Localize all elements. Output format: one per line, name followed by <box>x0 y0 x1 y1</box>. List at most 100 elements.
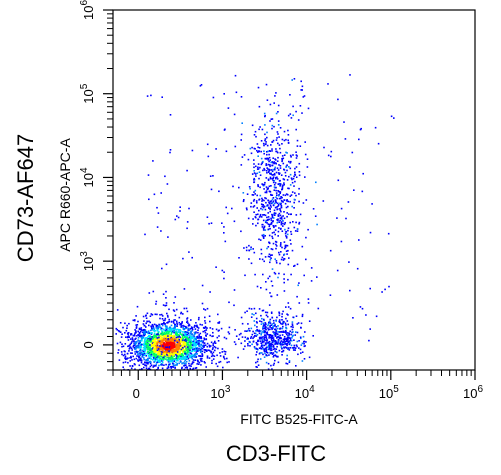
event-dot <box>140 351 143 354</box>
event-dot <box>279 243 282 246</box>
event-dot <box>301 342 304 345</box>
event-dot <box>282 341 285 343</box>
event-dot <box>285 138 287 141</box>
event-dot <box>157 328 159 331</box>
event-dot <box>265 170 268 172</box>
event-dot <box>252 206 255 208</box>
event-dot <box>198 344 200 347</box>
event-dot <box>279 209 282 212</box>
event-dot <box>127 357 129 359</box>
event-dot <box>192 368 194 371</box>
event-dot <box>258 198 261 201</box>
event-dot <box>192 342 194 345</box>
event-dot <box>257 166 259 169</box>
event-dot <box>191 356 193 358</box>
event-dot <box>240 332 242 335</box>
event-dot <box>161 267 163 270</box>
event-dot <box>284 331 286 333</box>
event-dot <box>133 334 136 337</box>
event-dot <box>152 346 155 348</box>
event-dot <box>261 309 264 312</box>
event-dot <box>249 187 251 190</box>
event-dot <box>285 237 288 239</box>
event-dot <box>253 198 256 201</box>
event-dot <box>265 164 267 167</box>
event-dot <box>276 316 278 319</box>
event-dot <box>288 187 290 190</box>
event-dot <box>184 366 187 369</box>
event-dot <box>271 127 273 130</box>
event-dot <box>259 215 262 217</box>
event-dot <box>292 316 294 319</box>
event-dot <box>183 356 186 359</box>
event-dot <box>233 304 235 307</box>
event-dot <box>272 217 275 219</box>
event-dot <box>266 144 269 147</box>
event-dot <box>179 210 181 212</box>
event-dot <box>174 296 177 298</box>
event-dot <box>268 321 270 324</box>
event-dot <box>301 313 304 316</box>
event-dot <box>256 207 258 209</box>
event-dot <box>304 141 306 143</box>
event-dot <box>168 329 171 331</box>
event-dot <box>276 176 278 179</box>
event-dot <box>356 267 359 270</box>
event-dot <box>195 351 198 353</box>
event-dot <box>193 353 196 356</box>
event-dot <box>136 353 139 355</box>
event-dot <box>248 258 250 260</box>
event-dot <box>196 343 199 346</box>
event-dot <box>175 361 177 364</box>
event-dot <box>143 332 145 335</box>
event-dot <box>253 159 255 161</box>
event-dot <box>189 335 192 338</box>
event-dot <box>287 200 289 203</box>
event-dot <box>186 348 189 350</box>
event-dot <box>190 365 192 367</box>
event-dot <box>291 205 293 208</box>
event-dot <box>186 341 188 344</box>
event-dot <box>172 327 175 329</box>
event-dot <box>279 321 281 323</box>
event-dot <box>165 342 168 344</box>
event-dot <box>138 353 140 355</box>
event-dot <box>156 361 159 364</box>
event-dot <box>184 350 187 352</box>
event-dot <box>269 150 271 152</box>
event-dot <box>163 329 166 331</box>
event-dot <box>162 347 165 349</box>
event-dot <box>268 207 270 209</box>
event-dot <box>259 239 262 241</box>
event-dot <box>293 175 295 178</box>
event-dot <box>252 223 254 225</box>
event-dot <box>291 328 294 331</box>
event-dot <box>284 246 287 249</box>
event-dot <box>296 263 299 266</box>
event-dot <box>124 357 126 359</box>
event-dot <box>293 201 295 204</box>
event-dot <box>145 343 147 346</box>
event-dot <box>226 361 228 364</box>
event-dot <box>272 345 275 347</box>
event-dot <box>184 364 186 367</box>
event-dot <box>211 335 213 338</box>
event-dot <box>298 221 301 224</box>
event-dot <box>275 192 278 194</box>
event-dot <box>271 235 273 238</box>
event-dot <box>197 329 199 331</box>
event-dot <box>165 304 168 307</box>
event-dot <box>131 339 134 341</box>
event-dot <box>157 347 160 349</box>
event-dot <box>265 314 268 317</box>
event-dot <box>267 171 270 173</box>
event-dot <box>143 357 145 359</box>
event-dot <box>293 198 296 201</box>
event-dot <box>201 355 204 357</box>
event-dot <box>165 328 168 331</box>
event-dot <box>241 156 244 158</box>
event-dot <box>304 153 307 156</box>
event-dot <box>190 363 193 365</box>
event-dot <box>165 297 167 299</box>
event-dot <box>295 214 298 216</box>
